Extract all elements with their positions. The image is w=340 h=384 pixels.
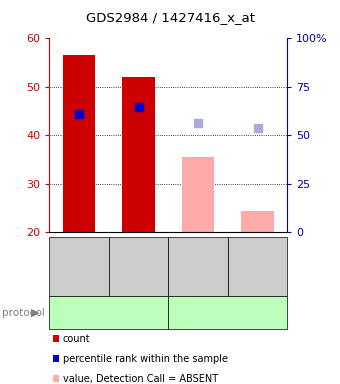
Text: protocol: protocol bbox=[2, 308, 45, 318]
Text: control: control bbox=[92, 308, 126, 318]
Text: beta-catenin
inactivation: beta-catenin inactivation bbox=[197, 302, 259, 324]
Bar bbox=[241, 210, 274, 232]
Bar bbox=[122, 77, 155, 232]
Bar bbox=[63, 55, 96, 232]
Text: value, Detection Call = ABSENT: value, Detection Call = ABSENT bbox=[63, 374, 218, 384]
Text: count: count bbox=[63, 334, 90, 344]
Text: GSM219115: GSM219115 bbox=[134, 239, 143, 294]
Text: GDS2984 / 1427416_x_at: GDS2984 / 1427416_x_at bbox=[85, 12, 255, 25]
Text: ▶: ▶ bbox=[31, 308, 40, 318]
Bar bbox=[182, 157, 215, 232]
Text: percentile rank within the sample: percentile rank within the sample bbox=[63, 354, 228, 364]
Text: GSM219116: GSM219116 bbox=[193, 239, 203, 294]
Text: GSM219117: GSM219117 bbox=[253, 239, 262, 294]
Text: GSM219114: GSM219114 bbox=[74, 239, 84, 294]
